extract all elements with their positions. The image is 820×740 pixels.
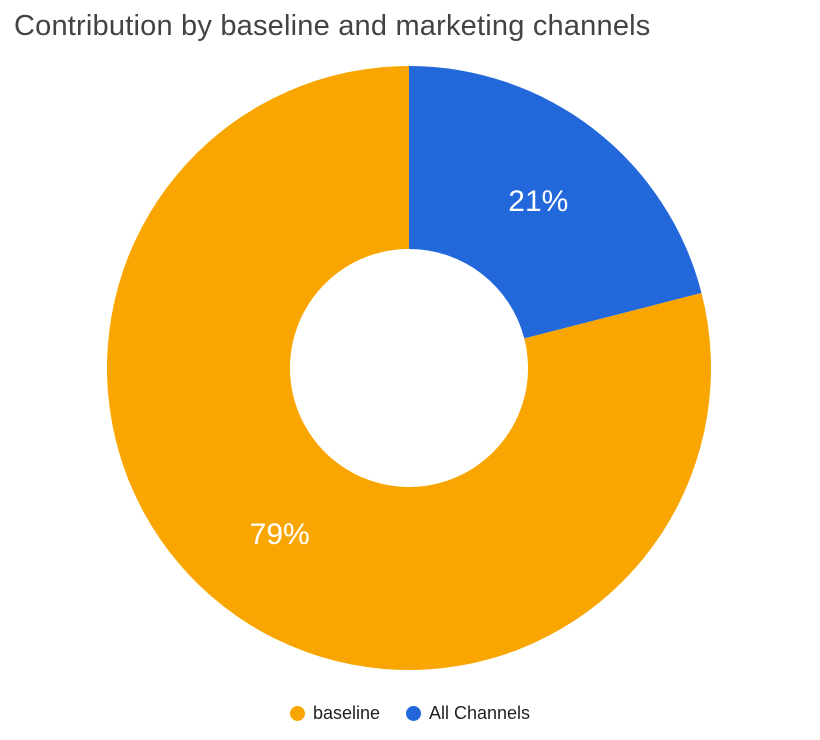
chart-title: Contribution by baseline and marketing c…: [14, 10, 651, 42]
chart-legend: baseline All Channels: [0, 698, 820, 728]
legend-swatch-baseline: [289, 705, 305, 721]
legend-label-baseline: baseline: [312, 702, 380, 723]
legend-label-all-channels: All Channels: [429, 702, 531, 723]
legend-swatch-all-channels: [406, 705, 421, 721]
pie-slice-baseline[interactable]: [106, 66, 712, 670]
slice-label-all-channels: 21%: [508, 185, 568, 218]
legend-item-all-channels[interactable]: All Channels: [406, 703, 530, 724]
donut-chart: 79% 21%: [106, 66, 712, 670]
slice-label-baseline: 79%: [250, 518, 310, 551]
legend-item-baseline[interactable]: baseline: [289, 702, 380, 724]
pie-slice-all-channels[interactable]: [409, 66, 702, 339]
